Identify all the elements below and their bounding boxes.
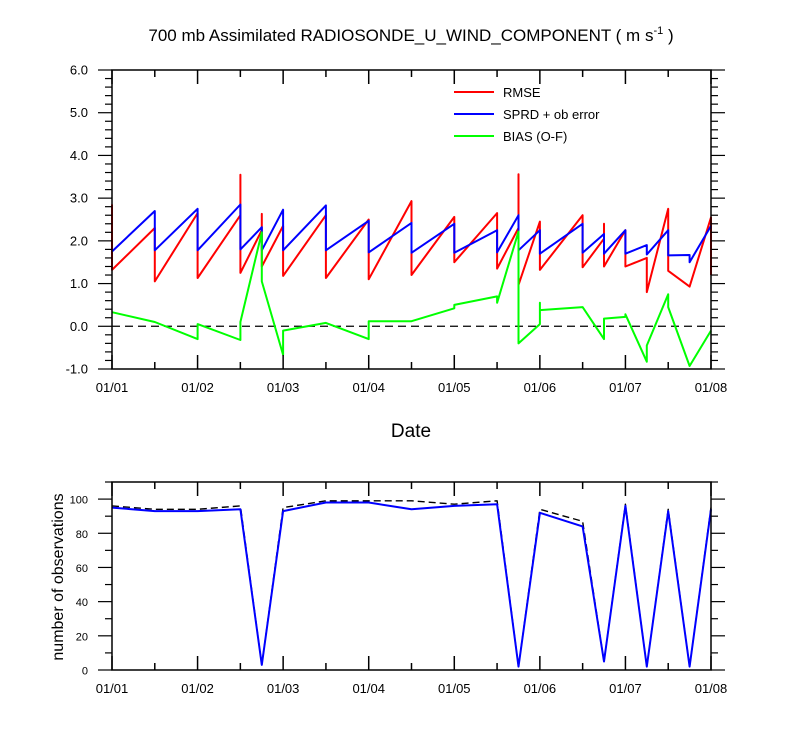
- x-tick-label: 01/02: [181, 681, 214, 696]
- x-tick-label: 01/07: [609, 681, 642, 696]
- legend-label-sprd-ob-error: SPRD + ob error: [503, 107, 600, 122]
- x-axis-label: Date: [391, 421, 431, 442]
- series-line-possible: [111, 500, 712, 668]
- y-tick-label: 5.0: [70, 105, 88, 120]
- y-tick-label: 6.0: [70, 63, 88, 78]
- x-tick-label: 01/06: [524, 681, 557, 696]
- y-tick-label: 1.0: [70, 276, 88, 291]
- bottom-ticks: 01/01 01/02 01/03 01/04 01/05 01/06 01/07 01/08…: [70, 481, 728, 696]
- y-tick-label: 80: [76, 529, 88, 541]
- x-tick-label: 01/07: [609, 380, 642, 395]
- bottom-chart: 01/01 01/02 01/03 01/04 01/05 01/06 01/07 01/08…: [50, 481, 728, 696]
- x-tick-label: 01/05: [438, 681, 471, 696]
- x-tick-label: 01/01: [96, 380, 129, 395]
- y-tick-label: 40: [76, 597, 88, 609]
- x-tick-label: 01/08: [695, 681, 728, 696]
- series-line-sprd-ob-error: [111, 203, 712, 264]
- legend-label-bias-o-f: BIAS (O-F): [503, 129, 567, 144]
- y-axis-label: number of observations: [50, 493, 67, 660]
- legend-label-rmse: RMSE: [503, 85, 541, 100]
- x-tick-label: 01/04: [352, 681, 385, 696]
- bottom-series-group: [111, 500, 712, 668]
- x-tick-label: 01/02: [181, 380, 214, 395]
- top-series-group: [111, 173, 712, 367]
- x-tick-label: 01/05: [438, 380, 471, 395]
- y-tick-label: 0.0: [70, 319, 88, 334]
- top-ticks: 01/01 01/02 01/03 01/04 01/05 01/06 01/07 01/08…: [66, 63, 728, 396]
- x-tick-label: 01/04: [352, 380, 385, 395]
- y-tick-label: 2.0: [70, 233, 88, 248]
- y-tick-label: 4.0: [70, 148, 88, 163]
- series-line-rmse: [111, 173, 712, 294]
- x-tick-label: 01/08: [695, 380, 728, 395]
- y-tick-label: 3.0: [70, 191, 88, 206]
- y-tick-label: 100: [70, 495, 88, 507]
- legend: RMSE SPRD + ob error BIAS (O-F): [454, 85, 600, 144]
- series-line-used: [111, 501, 712, 668]
- chart-title: 700 mb Assimilated RADIOSONDE_U_WIND_COM…: [148, 25, 673, 45]
- x-tick-label: 01/06: [524, 380, 557, 395]
- x-tick-label: 01/03: [267, 681, 300, 696]
- y-tick-label: 60: [76, 563, 88, 575]
- top-chart: 700 mb Assimilated RADIOSONDE_U_WIND_COM…: [66, 25, 728, 442]
- y-tick-label: 20: [76, 631, 88, 643]
- y-tick-label: 0: [82, 666, 88, 678]
- y-tick-label: -1.0: [66, 362, 88, 377]
- series-line-bias-o-f: [111, 230, 712, 367]
- x-tick-label: 01/01: [96, 681, 129, 696]
- x-tick-label: 01/03: [267, 380, 300, 395]
